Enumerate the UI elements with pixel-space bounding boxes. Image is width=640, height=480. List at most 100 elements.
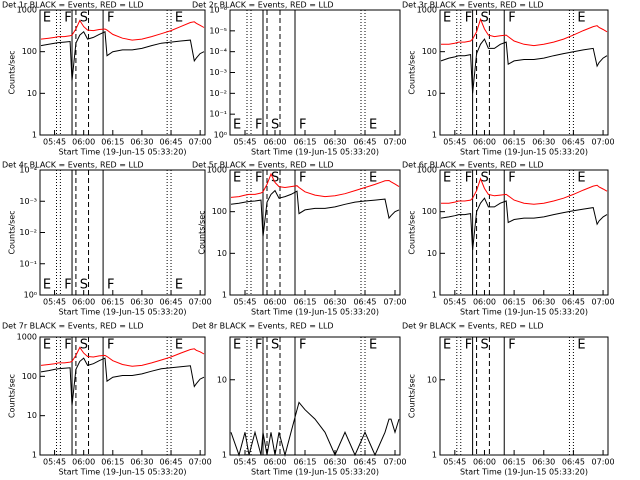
x-tick-label: 06:30 — [130, 458, 153, 467]
marker-label: F — [255, 171, 262, 186]
y-tick-label: 1000 — [417, 6, 437, 15]
x-tick-label: 05:45 — [443, 298, 466, 307]
y-tick-label: 100 — [422, 47, 437, 56]
x-tick-label: 06:00 — [473, 138, 496, 147]
x-tick-label: 06:00 — [72, 298, 95, 307]
plot-frame — [439, 336, 609, 456]
x-tick-label: 05:45 — [443, 138, 466, 147]
marker-label: E — [43, 338, 51, 353]
x-axis-label: Start Time (19-Jun-15 05:33:20) — [59, 468, 187, 477]
y-tick-label: 10⁻¹ — [19, 259, 37, 268]
y-axis-label: Counts/sec — [408, 210, 417, 254]
panel-title: Det 7r BLACK = Events, RED = LLD — [2, 322, 144, 331]
x-tick-label: 05:45 — [233, 138, 256, 147]
marker-label: S — [271, 338, 279, 353]
marker-label: E — [369, 118, 377, 133]
marker-label: E — [369, 171, 377, 186]
x-tick-label: 06:45 — [159, 458, 182, 467]
x-tick-label: 06:45 — [562, 458, 585, 467]
x-tick-label: 06:00 — [263, 138, 286, 147]
x-axis-label: Start Time (19-Jun-15 05:33:20) — [251, 148, 379, 157]
plot-frame — [39, 169, 206, 296]
panel-title: Det 4r BLACK = Events, RED = LLD — [2, 161, 144, 170]
series-line — [441, 17, 608, 47]
x-axis-label: Start Time (19-Jun-15 05:33:20) — [460, 468, 588, 477]
y-tick-label: 10⁰ — [214, 131, 227, 140]
x-tick-label: 05:45 — [43, 298, 66, 307]
panel-title: Det 8r BLACK = Events, RED = LLD — [192, 322, 334, 331]
y-tick-label: 10⁻¹ — [209, 110, 227, 119]
x-tick-label: 06:45 — [353, 458, 376, 467]
x-tick-label: 06:15 — [293, 138, 316, 147]
marker-label: S — [80, 11, 88, 26]
x-tick-label: 06:30 — [323, 458, 346, 467]
x-tick-label: 06:00 — [263, 458, 286, 467]
y-tick-label: 1 — [32, 451, 37, 460]
y-axis-label: Counts/sec — [408, 374, 417, 418]
plot-frame — [229, 169, 401, 296]
x-tick-label: 07:00 — [189, 138, 212, 147]
marker-label: E — [369, 338, 377, 353]
series-line — [40, 346, 205, 367]
x-tick-label: 06:30 — [323, 298, 346, 307]
y-tick-label: 100 — [22, 47, 37, 56]
x-tick-label: 05:45 — [233, 298, 256, 307]
x-tick-label: 06:00 — [473, 458, 496, 467]
x-tick-label: 05:45 — [43, 458, 66, 467]
panel-title: Det 5r BLACK = Events, RED = LLD — [192, 161, 334, 170]
marker-label: S — [271, 118, 279, 133]
y-tick-label: 100 — [422, 207, 437, 216]
panel-title: Det 1r BLACK = Events, RED = LLD — [2, 1, 144, 10]
y-tick-label: 10⁻⁴ — [19, 166, 37, 175]
x-tick-label: 06:15 — [101, 138, 124, 147]
y-tick-label: 100 — [22, 372, 37, 381]
marker-label: F — [107, 278, 114, 293]
marker-label: F — [508, 11, 515, 26]
marker-label: E — [233, 118, 241, 133]
marker-label: F — [64, 338, 71, 353]
y-tick-label: 10⁻² — [209, 89, 227, 98]
x-tick-label: 06:45 — [353, 298, 376, 307]
y-tick-label: 10⁻³ — [19, 197, 37, 206]
y-axis-label: Counts/sec — [198, 210, 207, 254]
marker-label: F — [299, 171, 306, 186]
panel-title: Det 6r BLACK = Events, RED = LLD — [402, 161, 544, 170]
x-axis-label: Start Time (19-Jun-15 05:33:20) — [251, 468, 379, 477]
series-line — [40, 19, 205, 41]
x-tick-label: 06:30 — [532, 298, 555, 307]
series-line — [40, 31, 205, 81]
x-axis-label: Start Time (19-Jun-15 05:33:20) — [59, 308, 187, 317]
x-tick-label: 06:15 — [101, 298, 124, 307]
marker-label: E — [443, 171, 451, 186]
x-axis-label: Start Time (19-Jun-15 05:33:20) — [460, 308, 588, 317]
marker-label: E — [577, 11, 585, 26]
marker-label: F — [255, 338, 262, 353]
x-tick-label: 06:30 — [323, 138, 346, 147]
x-tick-label: 06:15 — [293, 458, 316, 467]
y-tick-label: 1 — [432, 131, 437, 140]
y-axis-label: Counts/sec — [8, 50, 17, 94]
y-tick-label: 1 — [432, 451, 437, 460]
x-axis-label: Start Time (19-Jun-15 05:33:20) — [59, 148, 187, 157]
x-tick-label: 06:30 — [130, 298, 153, 307]
x-tick-label: 06:00 — [473, 298, 496, 307]
marker-label: F — [107, 338, 114, 353]
series-line — [440, 38, 608, 94]
y-axis-label: Counts/sec — [8, 210, 17, 254]
x-tick-label: 07:00 — [592, 298, 615, 307]
marker-label: E — [175, 338, 183, 353]
y-axis-label: Counts/sec — [8, 374, 17, 418]
plot-frame — [439, 169, 609, 296]
y-tick-label: 10 — [427, 89, 437, 98]
x-tick-label: 06:45 — [562, 298, 585, 307]
y-tick-label: 1 — [432, 291, 437, 300]
x-tick-label: 06:15 — [503, 458, 526, 467]
marker-label: F — [508, 171, 515, 186]
plot-frame — [39, 9, 206, 136]
x-tick-label: 06:00 — [72, 138, 95, 147]
marker-label: E — [443, 338, 451, 353]
x-axis-label: Start Time (19-Jun-15 05:33:20) — [251, 308, 379, 317]
x-tick-label: 07:00 — [189, 298, 212, 307]
y-tick-label: 1 — [222, 451, 227, 460]
